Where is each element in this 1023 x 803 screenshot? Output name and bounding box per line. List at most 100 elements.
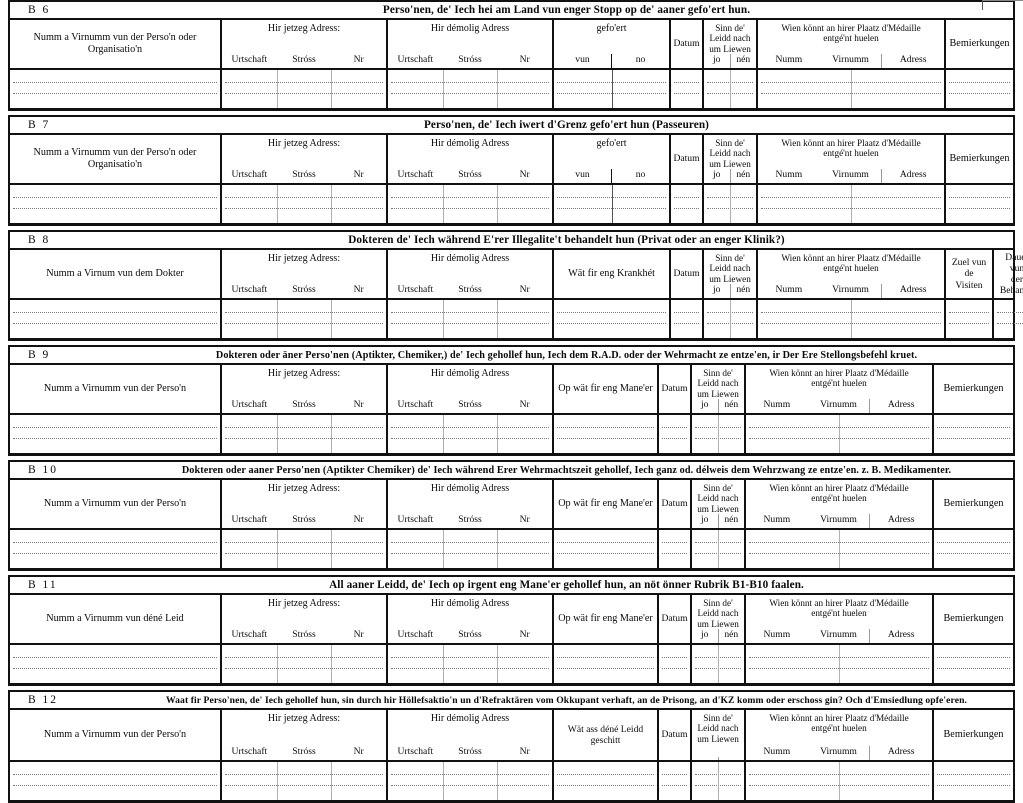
fill-row-line[interactable] [225, 209, 383, 220]
fill-row-line[interactable] [557, 324, 666, 335]
fill-row-line[interactable] [225, 786, 383, 797]
fill-row-line[interactable] [662, 786, 687, 797]
person-name-cells[interactable] [10, 530, 222, 568]
fill-row-line[interactable] [937, 428, 1010, 439]
fill-row-line[interactable] [949, 83, 1010, 94]
fill-row-line[interactable] [391, 94, 549, 105]
fill-row-line[interactable] [949, 198, 1010, 209]
survival-cells[interactable] [692, 645, 746, 683]
fill-row-line[interactable] [13, 764, 217, 775]
medal-recipient-cells[interactable] [758, 185, 946, 223]
fill-row-line[interactable] [13, 72, 217, 83]
fill-row-line[interactable] [662, 532, 687, 543]
fill-row-line[interactable] [557, 786, 654, 797]
fill-row-line[interactable] [557, 532, 654, 543]
fill-row-line[interactable] [225, 543, 383, 554]
fill-row-line[interactable] [225, 313, 383, 324]
date-cells[interactable] [671, 300, 704, 338]
fill-row-line[interactable] [674, 324, 699, 335]
fill-row-line[interactable] [391, 198, 549, 209]
fill-row-line[interactable] [13, 532, 217, 543]
fill-row-line[interactable] [391, 439, 549, 450]
fill-row-line[interactable] [13, 83, 217, 94]
fill-row-line[interactable] [937, 786, 1010, 797]
medal-recipient-cells[interactable] [746, 530, 934, 568]
fill-row-line[interactable] [225, 647, 383, 658]
fill-row-line[interactable] [391, 72, 549, 83]
medal-recipient-cells[interactable] [758, 300, 946, 338]
fill-row-line[interactable] [557, 669, 654, 680]
fill-row-line[interactable] [13, 313, 217, 324]
medal-recipient-cells[interactable] [746, 762, 934, 800]
fill-row-line[interactable] [13, 775, 217, 786]
fill-row-line[interactable] [997, 324, 1023, 335]
fill-row-line[interactable] [949, 187, 1010, 198]
fill-row-line[interactable] [225, 83, 383, 94]
reason-cells[interactable] [554, 762, 659, 800]
fill-row-line[interactable] [391, 428, 549, 439]
fill-row-line[interactable] [949, 302, 989, 313]
fill-row-line[interactable] [391, 786, 549, 797]
address-now-cells[interactable] [222, 762, 388, 800]
fill-row-line[interactable] [391, 209, 549, 220]
fill-row-line[interactable] [997, 313, 1023, 324]
fill-row-line[interactable] [937, 543, 1010, 554]
person-name-cells[interactable] [10, 300, 222, 338]
address-then-cells[interactable] [388, 185, 554, 223]
fill-row-line[interactable] [674, 209, 699, 220]
fill-row-line[interactable] [225, 417, 383, 428]
fill-row-line[interactable] [557, 428, 654, 439]
fill-row-line[interactable] [225, 658, 383, 669]
survival-cells[interactable] [692, 530, 746, 568]
fill-row-line[interactable] [225, 187, 383, 198]
extra-column-cells[interactable] [994, 300, 1023, 338]
fill-row-line[interactable] [225, 532, 383, 543]
fill-row-line[interactable] [13, 428, 217, 439]
address-then-cells[interactable] [388, 415, 554, 453]
survival-cells[interactable] [692, 415, 746, 453]
fill-row-line[interactable] [391, 302, 549, 313]
medal-recipient-cells[interactable] [758, 70, 946, 108]
fill-row-line[interactable] [391, 543, 549, 554]
fill-row-line[interactable] [662, 428, 687, 439]
fill-row-line[interactable] [557, 417, 654, 428]
date-cells[interactable] [671, 185, 704, 223]
transport-cells[interactable] [554, 70, 671, 108]
survival-cells[interactable] [704, 185, 758, 223]
reason-cells[interactable] [554, 415, 659, 453]
date-cells[interactable] [659, 530, 692, 568]
fill-row-line[interactable] [391, 313, 549, 324]
fill-row-line[interactable] [13, 647, 217, 658]
fill-row-line[interactable] [937, 532, 1010, 543]
fill-row-line[interactable] [225, 554, 383, 565]
fill-row-line[interactable] [937, 439, 1010, 450]
person-name-cells[interactable] [10, 415, 222, 453]
fill-row-line[interactable] [949, 324, 989, 335]
address-now-cells[interactable] [222, 185, 388, 223]
fill-row-line[interactable] [13, 209, 217, 220]
fill-row-line[interactable] [225, 302, 383, 313]
fill-row-line[interactable] [937, 669, 1010, 680]
fill-row-line[interactable] [662, 543, 687, 554]
fill-row-line[interactable] [662, 554, 687, 565]
address-now-cells[interactable] [222, 530, 388, 568]
date-cells[interactable] [659, 645, 692, 683]
fill-row-line[interactable] [937, 775, 1010, 786]
fill-row-line[interactable] [662, 775, 687, 786]
fill-row-line[interactable] [674, 72, 699, 83]
fill-row-line[interactable] [557, 543, 654, 554]
fill-row-line[interactable] [662, 647, 687, 658]
survival-cells[interactable] [692, 762, 746, 800]
fill-row-line[interactable] [674, 313, 699, 324]
fill-row-line[interactable] [225, 669, 383, 680]
fill-row-line[interactable] [391, 775, 549, 786]
fill-row-line[interactable] [674, 83, 699, 94]
reason-cells[interactable] [554, 530, 659, 568]
fill-row-line[interactable] [662, 669, 687, 680]
fill-row-line[interactable] [225, 324, 383, 335]
date-cells[interactable] [659, 415, 692, 453]
fill-row-line[interactable] [13, 554, 217, 565]
fill-row-line[interactable] [949, 72, 1010, 83]
remarks-cells[interactable] [934, 645, 1013, 683]
person-name-cells[interactable] [10, 185, 222, 223]
